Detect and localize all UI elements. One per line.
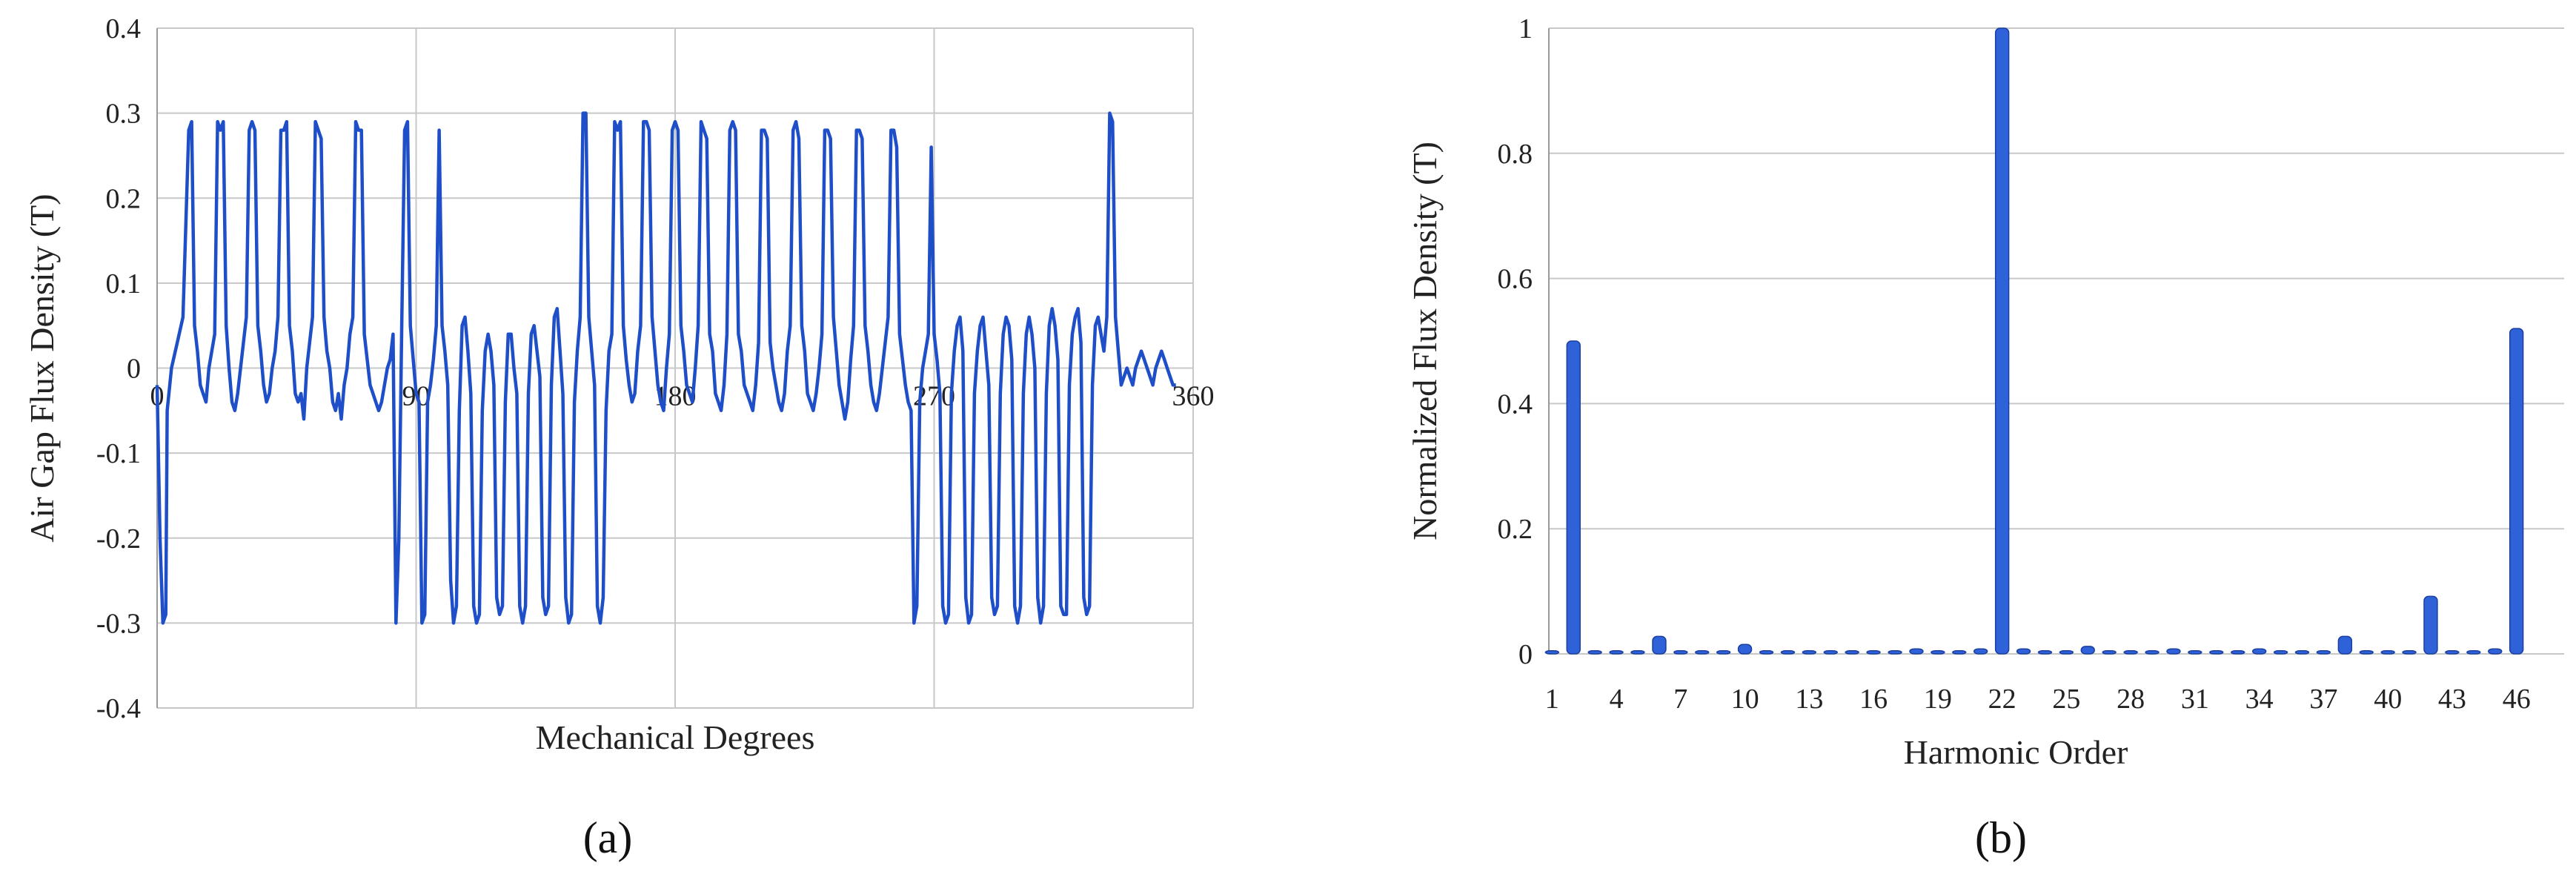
chart-b-bar-13 [1802,650,1817,655]
chart-a-y-tick-label: -0.2 [96,523,141,555]
chart-b-bar-41 [2402,650,2417,655]
chart-b-y-tick-label: 1 [1518,13,1533,44]
chart-b-panel-label: (b) [1975,813,2027,862]
chart-b-x-tick-label: 31 [2181,684,2209,715]
chart-b-bar-40 [2380,650,2395,655]
chart-b-bar-27 [2102,650,2117,655]
chart-b-x-ticks: 1 4 7 10 13 16 19 22 25 28 31 34 37 40 43 46 [1545,684,2531,715]
chart-b-bar-19 [1931,650,1945,655]
chart-b-bar-6 [1652,635,1667,655]
chart-b-x-tick-label: 25 [2052,684,2080,715]
chart-b-x-tick-label: 19 [1924,684,1952,715]
chart-b-y-tick-label: 0.8 [1498,139,1533,170]
chart-a-x-axis-title: Mechanical Degrees [536,718,815,756]
chart-b-bar-22 [1994,27,2010,655]
chart-b-y-tick-label: 0.2 [1498,514,1533,545]
chart-b-bar-45 [2488,648,2503,655]
chart-b-bar-7 [1673,650,1688,655]
chart-b-x-tick-label: 46 [2503,684,2531,715]
chart-a-y-tick-label: 0.2 [106,183,142,214]
chart-a-y-tick-label: 0 [127,354,141,385]
chart-a-panel-label: (a) [583,813,633,862]
chart-b-x-tick-label: 43 [2438,684,2466,715]
chart-a-gridlines [157,27,1194,709]
chart-b-x-tick-label: 22 [1988,684,2016,715]
chart-a-x-tick-label: 360 [1172,381,1215,412]
chart-a-y-tick-label: 0.1 [106,268,142,300]
chart-b-bar-20 [1952,650,1967,655]
chart-b-bar-4 [1609,650,1624,655]
chart-b-bar-1 [1544,650,1560,655]
chart-b-x-tick-label: 4 [1610,684,1624,715]
chart-b-bar-43 [2445,650,2460,655]
chart-a-y-ticks: 0.4 0.3 0.2 0.1 0 -0.1 -0.2 -0.3 -0.4 [96,13,141,724]
chart-b-bar-11 [1759,650,1774,655]
chart-b-bar-36 [2294,650,2310,655]
chart-b-bar-39 [2359,650,2374,655]
chart-b-bar-46 [2509,328,2524,655]
chart-a-flux-density: 0.4 0.3 0.2 0.1 0 -0.1 -0.2 -0.3 -0.4 0 90 180 270 3… [23,13,1215,862]
chart-b-x-tick-label: 7 [1673,684,1687,715]
chart-b-bar-26 [2080,646,2095,655]
chart-b-harmonics: 1 0.8 0.6 0.4 0.2 0 1 4 7 10 13 16 19 22 25 28 31 34 37 40… [1406,13,2564,862]
chart-b-x-tick-label: 28 [2117,684,2145,715]
chart-b-bar-18 [1909,648,1924,655]
chart-b-bar-24 [2037,650,2053,655]
chart-a-y-axis-title: Air Gap Flux Density (T) [23,193,61,542]
chart-b-bar-31 [2188,650,2202,655]
chart-b-y-tick-label: 0.4 [1498,388,1533,420]
chart-a-y-tick-label: 0.3 [106,99,142,130]
chart-b-x-tick-label: 40 [2374,684,2402,715]
chart-b-bar-32 [2209,650,2224,655]
chart-a-series-line [155,111,1176,625]
chart-b-bar-38 [2337,635,2353,655]
chart-b-bar-8 [1695,650,1710,655]
chart-b-bar-9 [1716,650,1731,655]
chart-b-x-tick-label: 10 [1731,684,1759,715]
chart-a-y-tick-label: -0.4 [96,693,141,724]
chart-a-x-ticks: 0 90 180 270 360 [150,381,1215,412]
chart-b-bar-12 [1780,650,1796,655]
chart-a-y-tick-label: -0.1 [96,438,141,469]
chart-b-x-tick-label: 13 [1795,684,1823,715]
chart-b-bar-16 [1866,650,1881,655]
chart-b-x-tick-label: 34 [2245,684,2274,715]
chart-b-bar-5 [1630,650,1645,655]
chart-b-bar-44 [2466,650,2481,655]
chart-b-bars [1544,27,2524,655]
chart-b-y-axis-title: Normalized Flux Density (T) [1406,142,1444,540]
chart-b-bar-29 [2145,650,2160,655]
chart-b-bar-25 [2059,650,2074,655]
chart-b-y-tick-label: 0.6 [1498,264,1533,295]
chart-a-y-tick-label: 0.4 [106,13,142,44]
chart-b-bar-23 [2016,648,2031,655]
chart-b-bar-35 [2273,650,2288,655]
chart-b-x-axis-title: Harmonic Order [1904,733,2128,771]
chart-b-bar-14 [1823,650,1838,655]
chart-b-bar-33 [2231,650,2245,655]
chart-b-bar-10 [1737,644,1753,655]
chart-b-bar-42 [2423,595,2438,655]
chart-b-gridlines [1549,27,2564,655]
chart-b-bar-37 [2316,650,2331,655]
chart-b-bar-28 [2123,650,2138,655]
chart-b-bar-2 [1566,340,1581,655]
chart-b-bar-30 [2166,648,2181,655]
chart-b-bar-34 [2251,648,2267,655]
chart-b-bar-21 [1973,648,1988,655]
chart-b-bar-17 [1888,650,1902,655]
chart-b-y-ticks: 1 0.8 0.6 0.4 0.2 0 [1498,13,1533,670]
chart-b-x-tick-label: 37 [2309,684,2337,715]
chart-b-bar-15 [1845,650,1859,655]
chart-b-x-tick-label: 16 [1859,684,1888,715]
chart-b-bar-3 [1587,650,1602,655]
chart-a-y-tick-label: -0.3 [96,608,141,639]
chart-b-x-tick-label: 1 [1545,684,1559,715]
chart-b-y-tick-label: 0 [1518,639,1533,670]
